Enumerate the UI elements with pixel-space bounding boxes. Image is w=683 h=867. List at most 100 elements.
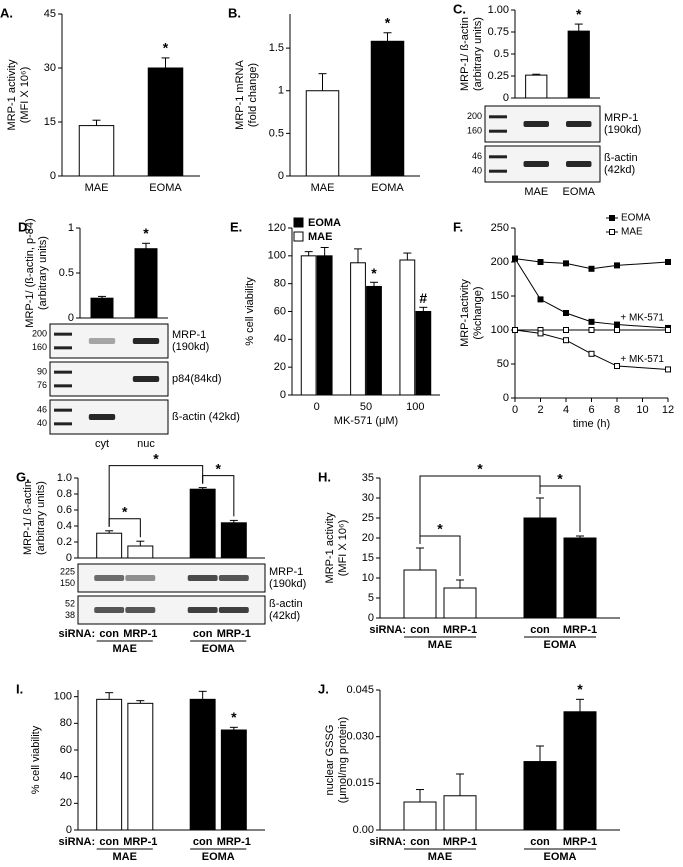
x-tick-label: 100	[406, 401, 424, 413]
y-tick-label: 40	[274, 333, 286, 345]
line	[514, 258, 669, 270]
x-tick-label: MRP-1	[123, 628, 157, 640]
point	[537, 296, 544, 303]
y-tick-label: 100	[491, 324, 509, 336]
ladder-band	[489, 155, 507, 159]
group-axis-label: siRNA:	[369, 624, 406, 636]
comparison-bracket	[108, 465, 204, 527]
y-axis-label: (MFI X 10⁶)	[337, 520, 349, 576]
x-tick-label: MRP-1	[217, 628, 251, 640]
y-tick-label: 200	[491, 256, 509, 268]
mw-marker: 40	[37, 418, 47, 428]
group-label: EOMA	[202, 851, 235, 863]
significance-mark: *	[143, 225, 149, 241]
blot-band	[125, 607, 156, 613]
point	[588, 327, 595, 333]
point	[665, 259, 671, 265]
bar	[563, 711, 597, 831]
y-tick-label: 0	[66, 552, 72, 564]
y-axis-label: MRP-1 activity	[6, 59, 18, 130]
bar	[189, 698, 216, 831]
y-tick-label: 0.030	[346, 731, 374, 743]
x-tick-label: MAE	[311, 182, 335, 194]
blot-band	[132, 376, 160, 382]
x-tick-label: MRP-1	[563, 836, 597, 848]
y-axis-label: (μmol/mg protein)	[337, 717, 349, 803]
legend-marker	[609, 215, 615, 221]
y-axis-label: nuclear GSSG	[324, 725, 336, 796]
x-tick-label: 12	[662, 404, 674, 416]
comparison-mark: *	[437, 521, 443, 537]
bar	[134, 248, 158, 319]
point	[512, 255, 518, 262]
significance-mark: *	[163, 40, 169, 56]
bar	[305, 90, 340, 177]
blot-band	[187, 607, 218, 613]
point	[588, 265, 595, 272]
group-label: MAE	[428, 851, 452, 863]
y-tick-label: 100	[268, 250, 286, 262]
blot-label: ß-actin	[269, 598, 303, 610]
blot-label: (42kd)	[604, 164, 635, 176]
y-tick-label: 60	[274, 305, 286, 317]
x-tick-label: con	[193, 836, 213, 848]
point	[563, 310, 569, 316]
ladder-band	[54, 408, 72, 412]
y-tick-label: 45	[44, 8, 56, 20]
y-axis-label: MRP-1activity	[459, 279, 471, 347]
blot-label: MRP-1	[269, 566, 303, 578]
x-tick-label: con	[99, 836, 119, 848]
bar	[300, 255, 317, 396]
mw-marker: 225	[60, 567, 75, 577]
mw-marker: 40	[472, 166, 482, 176]
line	[514, 329, 669, 370]
bar	[127, 545, 154, 559]
y-tick-label: 0.2	[57, 536, 72, 548]
y-tick-label: 20	[362, 532, 374, 544]
series-annotation: + MK-571	[620, 354, 664, 365]
y-tick-label: 0.5	[494, 48, 509, 60]
blot-band	[132, 338, 160, 344]
x-tick-label: EOMA	[563, 186, 596, 198]
y-tick-label: 150	[491, 290, 509, 302]
y-axis-label: (arbitrary units)	[472, 17, 484, 91]
x-tick-label: 50	[360, 401, 372, 413]
bar	[127, 702, 154, 831]
significance-mark: *	[577, 681, 583, 697]
bar	[563, 537, 597, 619]
x-tick-label: MRP-1	[123, 836, 157, 848]
blot-label: ß-actin	[604, 152, 638, 164]
x-tick-label: 10	[636, 404, 648, 416]
mw-marker: 38	[65, 610, 75, 620]
mw-marker: 76	[37, 380, 47, 390]
mw-marker: 160	[467, 126, 482, 136]
y-tick-label: 40	[60, 771, 72, 783]
y-tick-label: 30	[44, 62, 56, 74]
ladder-band	[54, 384, 72, 388]
y-axis-label: MRP-1 mRNA	[234, 60, 246, 130]
group-label: MAE	[428, 639, 452, 651]
x-tick-label: 4	[563, 404, 569, 416]
y-tick-label: 0	[503, 92, 509, 104]
blot-band	[566, 161, 592, 167]
bar	[350, 262, 366, 396]
bar	[567, 30, 590, 99]
point	[563, 337, 569, 344]
x-tick-label: MAE	[85, 182, 109, 194]
x-tick-label: con	[410, 836, 430, 848]
y-tick-label: 0.015	[346, 777, 374, 789]
bar	[78, 125, 115, 177]
y-axis-label: % cell viability	[244, 277, 256, 346]
significance-mark: #	[419, 290, 427, 306]
bar	[443, 587, 477, 619]
x-tick-label: con	[530, 836, 550, 848]
ladder-band	[489, 169, 507, 173]
x-tick-label: con	[99, 628, 119, 640]
y-tick-label: 30	[362, 492, 374, 504]
panel-label: E.	[230, 219, 242, 234]
significance-mark: *	[371, 265, 377, 281]
blot-label: (190kd)	[269, 578, 306, 590]
blot-band	[218, 607, 249, 613]
